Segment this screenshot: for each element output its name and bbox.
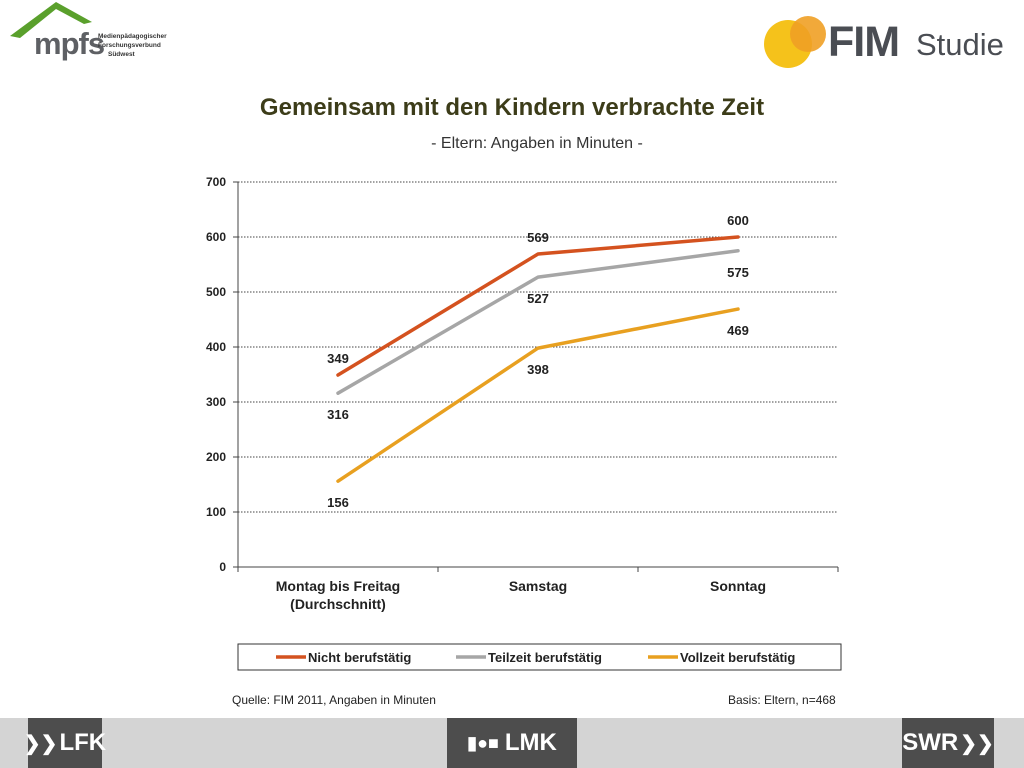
data-label: 469: [727, 323, 749, 338]
footer-bar: ❯❯ LFK ▮●■ LMK SWR ❯❯: [0, 718, 1024, 768]
data-label: 575: [727, 265, 749, 280]
series-line: [336, 307, 740, 483]
data-label: 398: [527, 362, 549, 377]
y-tick-label: 400: [206, 340, 226, 354]
chevrons-icon: ❯❯: [23, 732, 58, 755]
mpfs-roof-icon: [10, 2, 92, 38]
mpfs-subtitle-line: Südwest: [108, 51, 135, 58]
data-label: 316: [327, 407, 349, 422]
data-label: 349: [327, 351, 349, 366]
x-tick-label: Montag bis Freitag: [276, 578, 400, 594]
fim-circles-icon: [764, 16, 826, 68]
data-label: 600: [727, 213, 749, 228]
chart-title: Gemeinsam mit den Kindern verbrachte Zei…: [259, 94, 765, 121]
mpfs-subtitle-line: Forschungsverbund: [98, 42, 161, 49]
data-label: 569: [527, 230, 549, 245]
y-tick-label: 700: [206, 175, 226, 189]
y-tick-label: 200: [206, 450, 226, 464]
series-line: [336, 235, 740, 377]
x-tick-label: (Durchschnitt): [290, 596, 386, 612]
y-tick-label: 100: [206, 505, 226, 519]
swr-logo: SWR ❯❯: [902, 718, 994, 768]
fim-logo-suffix: Studie: [916, 27, 1004, 62]
y-tick-label: 300: [206, 395, 226, 409]
fim-logo-text: FIM: [828, 18, 900, 66]
lmk-logo-text: LMK: [504, 729, 557, 756]
source-note: Quelle: FIM 2011, Angaben in Minuten: [232, 693, 436, 707]
chart-subtitle: - Eltern: Angaben in Minuten -: [431, 135, 643, 152]
lmk-logo: ▮●■ LMK: [447, 718, 577, 768]
lfk-logo: ❯❯ LFK: [24, 718, 106, 768]
basis-note: Basis: Eltern, n=468: [728, 693, 836, 707]
x-tick-label: Samstag: [509, 578, 567, 594]
x-tick-label: Sonntag: [710, 578, 766, 594]
fim-logo: [760, 10, 1010, 74]
legend-label: Vollzeit berufstätig: [680, 650, 795, 665]
legend-box: [237, 643, 842, 671]
legend-label: Nicht berufstätig: [308, 650, 411, 665]
chevrons-icon: ❯❯: [960, 732, 994, 755]
mpfs-subtitle-line: Medienpädagogischer: [98, 33, 167, 40]
data-label: 156: [327, 495, 349, 510]
series-line: [336, 249, 740, 395]
data-label: 527: [527, 291, 549, 306]
mpfs-logo-text: mpfs: [34, 26, 105, 61]
mpfs-logo-subtitle: Medienpädagogischer Forschungsverbund Sü…: [98, 32, 167, 59]
y-tick-label: 0: [219, 560, 226, 574]
lfk-logo-text: LFK: [59, 729, 107, 756]
swr-logo-text: SWR: [902, 729, 959, 756]
y-tick-label: 600: [206, 230, 226, 244]
lmk-shapes-icon: ▮●■: [467, 732, 499, 753]
legend-label: Teilzeit berufstätig: [488, 650, 602, 665]
y-tick-label: 500: [206, 285, 226, 299]
mpfs-logo: [6, 0, 176, 66]
